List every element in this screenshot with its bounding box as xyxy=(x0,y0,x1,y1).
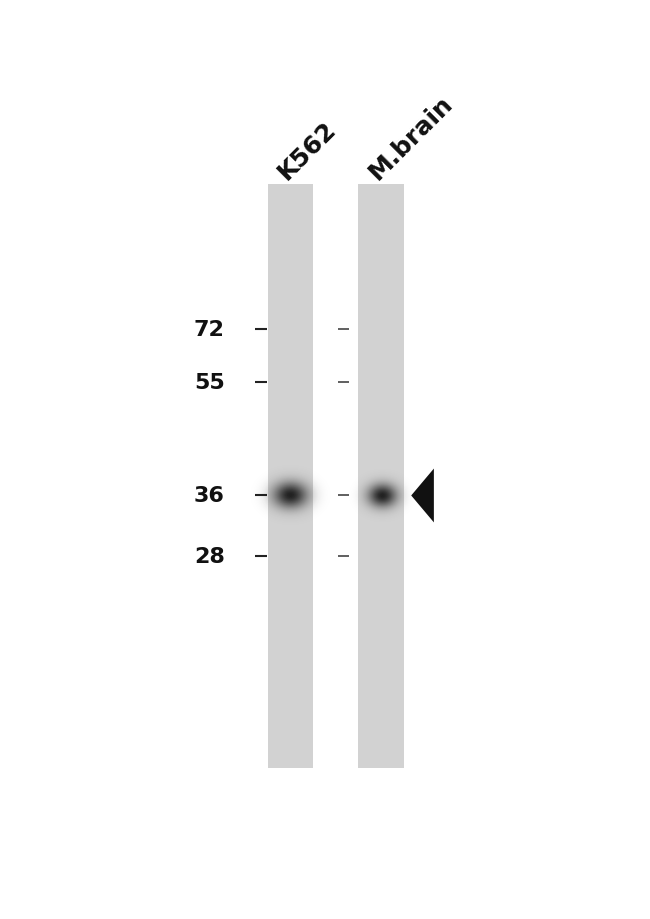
Bar xyxy=(268,185,313,768)
Text: 36: 36 xyxy=(194,486,225,506)
Text: K562: K562 xyxy=(274,117,341,185)
Text: 72: 72 xyxy=(194,320,225,340)
Text: 28: 28 xyxy=(194,546,225,566)
Text: M.brain: M.brain xyxy=(364,91,457,185)
Text: 55: 55 xyxy=(194,373,225,392)
Bar xyxy=(358,185,404,768)
Polygon shape xyxy=(411,469,434,523)
